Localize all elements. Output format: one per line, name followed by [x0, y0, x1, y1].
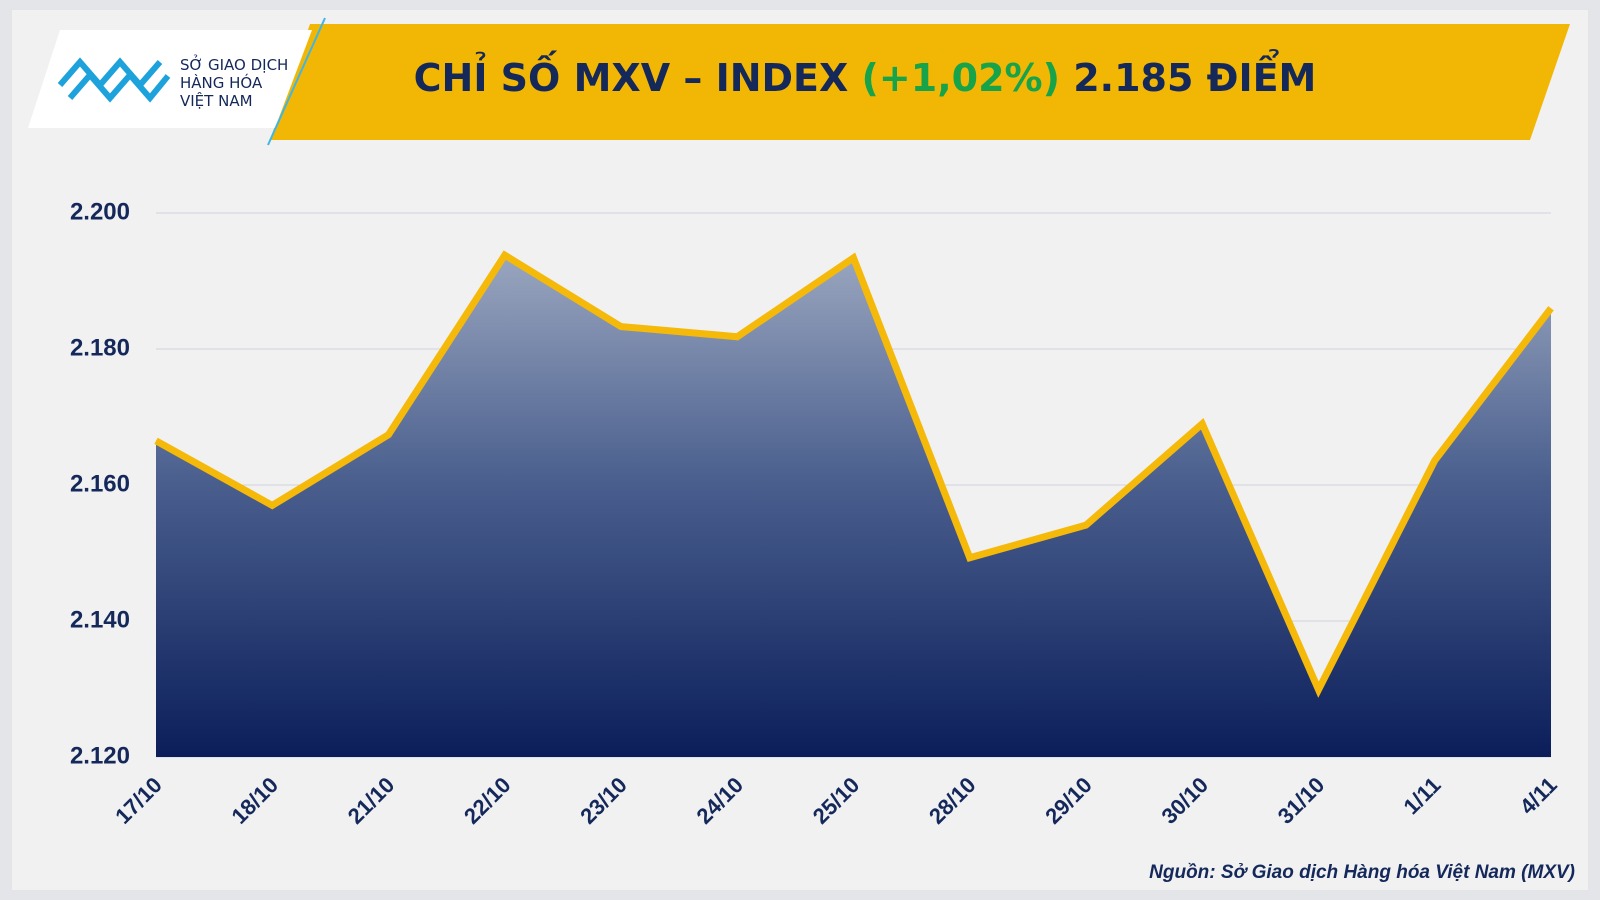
y-tick-label: 2.140 [70, 606, 130, 633]
logo-accent [267, 17, 326, 146]
y-tick-label: 2.120 [70, 742, 130, 769]
logo-mark [57, 57, 171, 103]
area [156, 255, 1551, 757]
title-value: 2.185 ĐIỂM [1073, 50, 1316, 100]
chart-title: CHỈ SỐ MXV – INDEX (+1,02%) 2.185 ĐIỂM [414, 50, 1317, 100]
title-banner [270, 24, 1570, 140]
logo-box [28, 30, 312, 128]
logo-text: SỞ GIAO DỊCH [180, 54, 288, 74]
logo-text: VIỆT NAM [180, 91, 253, 110]
line [154, 250, 1554, 698]
logo-text: HÀNG HÓA [180, 73, 263, 92]
y-tick-label: 2.160 [70, 470, 130, 497]
y-tick-label: 2.180 [70, 334, 130, 361]
title-text: CHỈ SỐ MXV – INDEX [414, 51, 849, 100]
source: Nguồn: Sở Giao dịch Hàng hóa Việt Nam (M… [1149, 862, 1575, 883]
title-change: (+1,02%) [862, 56, 1060, 100]
y-tick-label: 2.200 [70, 198, 130, 225]
